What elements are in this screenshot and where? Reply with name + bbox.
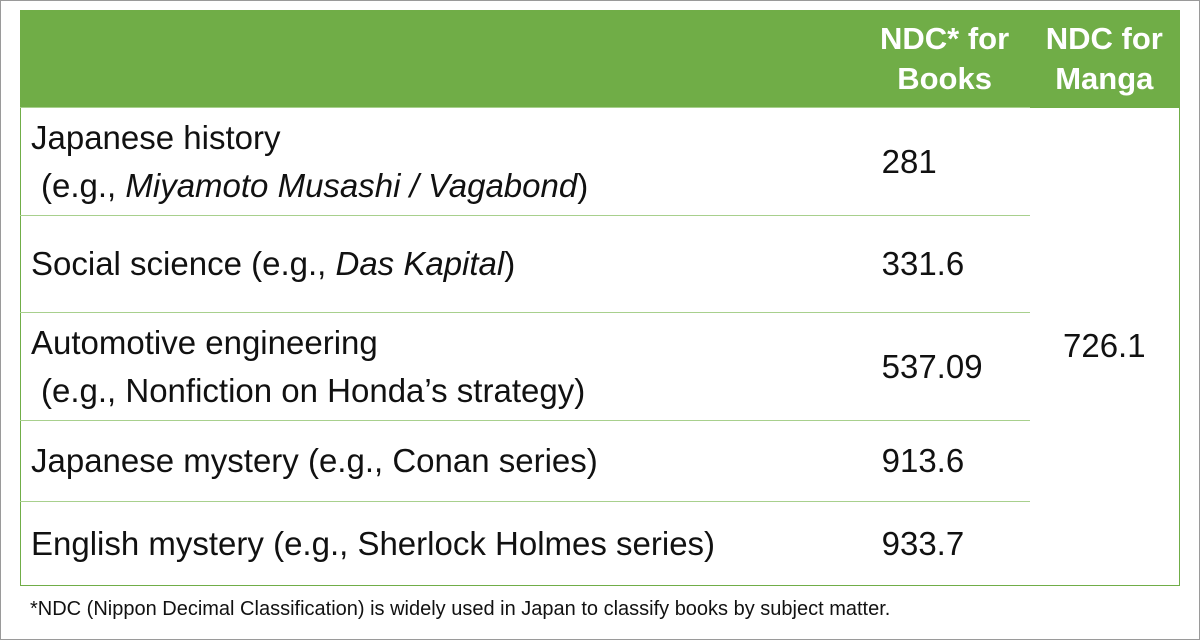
subject-cell: English mystery (e.g., Sherlock Holmes s… <box>20 501 860 586</box>
example-text: (e.g., Miyamoto Musashi / Vagabond) <box>31 162 860 210</box>
subject-cell: Japanese mystery (e.g., Conan series) <box>20 420 860 502</box>
example-prefix: (e.g., <box>41 166 126 204</box>
example-prefix: (e.g., <box>251 245 336 283</box>
example-text: (e.g., Sherlock Holmes series) <box>273 524 716 562</box>
subject-cell: Automotive engineering (e.g., Nonfiction… <box>20 312 860 421</box>
header-ndc-books-line2: Books <box>897 61 992 96</box>
example-suffix: ) <box>577 166 589 204</box>
header-ndc-books: NDC* for Books <box>859 10 1030 108</box>
header-ndc-manga: NDC for Manga <box>1029 10 1180 108</box>
ndc-books-cell: 331.6 <box>859 215 1030 313</box>
ndc-books-cell: 281 <box>859 107 1030 216</box>
subject-label: Japanese history <box>31 118 281 156</box>
example-text: (e.g., Conan series) <box>307 442 598 480</box>
example-title: Miyamoto Musashi / Vagabond <box>125 166 578 204</box>
example-suffix: ) <box>504 245 516 283</box>
footnote: *NDC (Nippon Decimal Classification) is … <box>30 598 891 620</box>
subject-label: English mystery <box>31 524 274 562</box>
subject-label: Social science <box>31 245 252 283</box>
ndc-manga-cell: 726.1 <box>1062 327 1146 365</box>
header-row: NDC* for Books NDC for Manga <box>20 10 1180 108</box>
example-text: (e.g., Nonfiction on Honda’s strategy) <box>41 371 586 409</box>
subject-cell: Social science (e.g., Das Kapital) <box>20 215 860 313</box>
example-title: Das Kapital <box>335 245 505 283</box>
table-row: Japanese history (e.g., Miyamoto Musashi… <box>20 107 1180 364</box>
header-ndc-manga-line2: Manga <box>1055 61 1154 97</box>
table-row: Japanese mystery (e.g., Conan series) 91… <box>20 420 1180 502</box>
ndc-books-cell: 913.6 <box>859 420 1030 502</box>
ndc-books-cell: 537.09 <box>859 312 1030 421</box>
ndc-books-cell: 933.7 <box>859 501 1030 586</box>
subject-label: Japanese mystery <box>31 442 308 480</box>
subject-cell: Japanese history (e.g., Miyamoto Musashi… <box>20 107 860 216</box>
ndc-table: NDC* for Books NDC for Manga Japanese hi… <box>20 10 1180 586</box>
header-ndc-manga-line1: NDC for <box>1045 20 1163 56</box>
header-ndc-books-line1: NDC* for <box>880 20 1010 56</box>
table-row: English mystery (e.g., Sherlock Holmes s… <box>20 501 1180 586</box>
subject-label: Automotive engineering <box>31 323 378 361</box>
header-subject <box>20 10 860 108</box>
table-row: Automotive engineering (e.g., Nonfiction… <box>20 312 1180 421</box>
table-row: Social science (e.g., Das Kapital) 331.6 <box>20 215 1180 313</box>
